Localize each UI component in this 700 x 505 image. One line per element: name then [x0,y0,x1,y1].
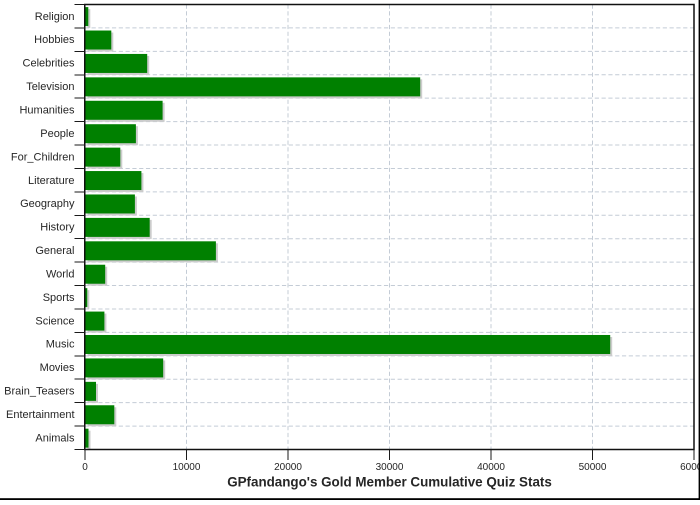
svg-text:Geography: Geography [20,198,75,210]
svg-text:Hobbies: Hobbies [34,34,75,46]
svg-text:0: 0 [82,462,88,473]
svg-text:History: History [40,222,75,234]
svg-text:Humanities: Humanities [19,104,75,116]
svg-text:Brain_Teasers: Brain_Teasers [4,386,75,398]
svg-text:GPfandango's Gold Member Cumul: GPfandango's Gold Member Cumulative Quiz… [227,474,552,489]
svg-text:Television: Television [26,81,74,93]
svg-text:Science: Science [35,315,74,327]
svg-text:People: People [40,128,74,140]
svg-text:Celebrities: Celebrities [23,58,75,70]
svg-text:Movies: Movies [40,362,75,374]
svg-text:40000: 40000 [477,462,505,473]
svg-text:50000: 50000 [579,462,607,473]
svg-text:General: General [35,245,74,257]
svg-text:Religion: Religion [35,11,75,23]
svg-text:Sports: Sports [43,292,75,304]
svg-text:Literature: Literature [28,175,74,187]
svg-text:Music: Music [46,339,75,351]
svg-text:Animals: Animals [35,432,75,444]
svg-text:30000: 30000 [376,462,404,473]
svg-text:For_Children: For_Children [11,151,75,163]
svg-text:World: World [46,268,75,280]
svg-text:Entertainment: Entertainment [6,409,74,421]
svg-text:60000: 60000 [680,462,700,473]
svg-text:20000: 20000 [274,462,302,473]
svg-text:10000: 10000 [173,462,201,473]
